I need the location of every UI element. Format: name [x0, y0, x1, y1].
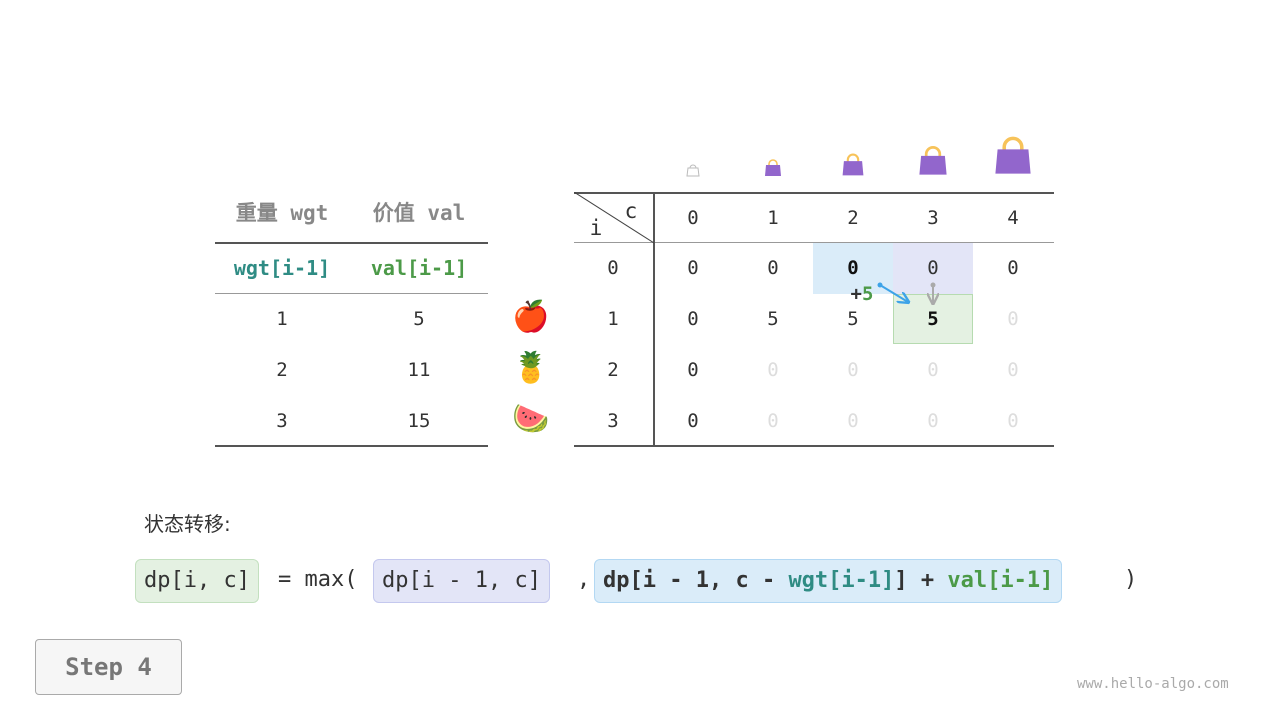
dp-cell: 0	[847, 257, 859, 279]
divider	[574, 192, 1054, 194]
dp-cell: 0	[767, 359, 779, 381]
dp-cell: 0	[687, 359, 699, 381]
subheader-val: val[i-1]	[370, 256, 468, 280]
dp-cell: 0	[687, 257, 699, 279]
dp-cell: 0	[927, 410, 939, 432]
arrows	[877, 282, 950, 310]
header-weight: 重量 wgt	[235, 201, 329, 225]
capacity-header: 3	[927, 207, 939, 229]
row-label: 2	[607, 359, 619, 381]
dp-cell: 0	[1007, 359, 1019, 381]
formula-close: )	[1124, 567, 1138, 592]
divider	[574, 445, 1054, 447]
divider	[215, 445, 488, 447]
dp-cell: 0	[1007, 308, 1019, 330]
dp-cell: 5	[927, 308, 939, 330]
value-cell: 5	[413, 308, 425, 330]
formula-eq: = max(	[278, 567, 358, 592]
plus-sign: +	[850, 283, 862, 305]
divider	[215, 293, 488, 294]
bag-icon	[916, 144, 950, 182]
bag-icon	[840, 152, 866, 182]
subheader-wgt: wgt[i-1]	[233, 256, 331, 280]
weight-cell: 1	[276, 308, 288, 330]
divider	[653, 192, 655, 446]
value-cell: 15	[407, 410, 431, 432]
capacity-header: 4	[1007, 207, 1019, 229]
divider	[215, 242, 488, 244]
corner-i: i	[589, 216, 603, 240]
bag-icon	[991, 134, 1035, 182]
bag-icon	[685, 162, 701, 182]
row-label: 0	[607, 257, 619, 279]
dp-cell: 0	[767, 257, 779, 279]
opt2-wgt: wgt[i-1]	[788, 568, 895, 593]
bag-icon	[763, 158, 783, 182]
formula-opt1: dp[i - 1, c]	[373, 559, 550, 603]
dp-cell: 5	[767, 308, 779, 330]
row-label: 3	[607, 410, 619, 432]
watermark: www.hello-algo.com	[1077, 676, 1229, 692]
weight-cell: 2	[276, 359, 288, 381]
plus-value: 5	[862, 283, 874, 305]
corner-diagonal	[574, 192, 654, 244]
opt2-part: dp[i - 1, c -	[603, 568, 789, 593]
dp-cell: 0	[847, 410, 859, 432]
transition-label: 状态转移:	[144, 512, 231, 536]
value-cell: 11	[407, 359, 431, 381]
capacity-header: 2	[847, 207, 859, 229]
capacity-header: 0	[687, 207, 699, 229]
pineapple-icon: 🍍	[512, 350, 550, 386]
dp-cell: 0	[927, 359, 939, 381]
formula-opt2: dp[i - 1, c - wgt[i-1]] + val[i-1]	[594, 559, 1063, 603]
capacity-header: 1	[767, 207, 779, 229]
dp-cell: 0	[1007, 410, 1019, 432]
apple-icon: 🍎	[512, 299, 550, 335]
divider	[574, 242, 1054, 243]
opt2-part: ] +	[894, 568, 948, 593]
dp-cell: 5	[847, 308, 859, 330]
dp-cell: 0	[847, 359, 859, 381]
plus-annotation: +5	[851, 283, 874, 305]
weight-cell: 3	[276, 410, 288, 432]
header-value: 价值 val	[372, 201, 466, 225]
dp-cell: 0	[927, 257, 939, 279]
watermelon-icon: 🍉	[512, 401, 550, 437]
opt2-val: val[i-1]	[947, 568, 1054, 593]
corner-c: c	[624, 199, 638, 223]
formula-comma: ,	[577, 567, 591, 592]
dp-cell: 0	[1007, 257, 1019, 279]
formula-lhs: dp[i, c]	[135, 559, 259, 603]
dp-cell: 0	[687, 308, 699, 330]
row-label: 1	[607, 308, 619, 330]
dp-cell: 0	[687, 410, 699, 432]
dp-cell: 0	[767, 410, 779, 432]
step-button[interactable]: Step 4	[35, 639, 182, 695]
